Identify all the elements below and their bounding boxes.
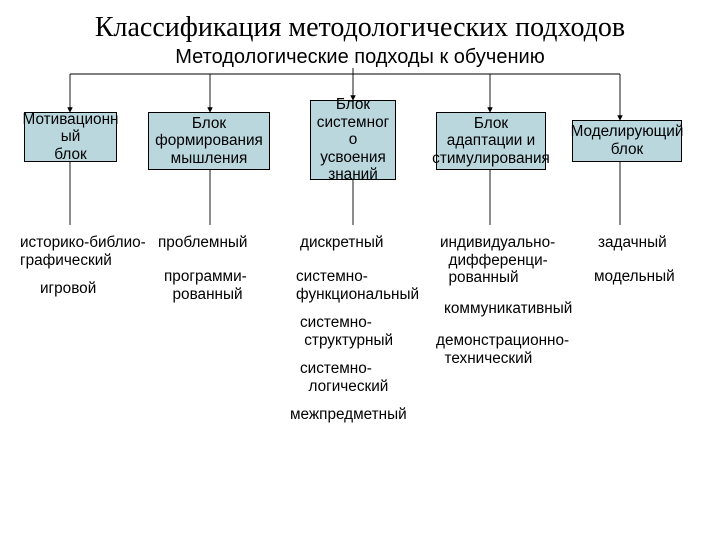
leaf-line: задачный xyxy=(598,234,667,252)
leaf-line: рованный xyxy=(164,286,247,304)
page-subtitle: Методологические подходы к обучению xyxy=(0,46,720,69)
leaf-line: логический xyxy=(300,378,388,396)
leaf-line: коммуникативный xyxy=(444,300,572,318)
block-label: Блок адаптации и стимулирования xyxy=(432,115,550,168)
block-adapt: Блок адаптации и стимулирования xyxy=(436,112,546,170)
block-label: Моделирующий блок xyxy=(571,123,684,158)
block-system: Блок системног о усвоения знаний xyxy=(310,100,396,180)
leaf-think-3: программи- рованный xyxy=(164,268,247,303)
block-motiv: Мотивационн ый блок xyxy=(24,112,117,162)
leaf-line: системно- xyxy=(300,314,393,332)
leaf-line: системно- xyxy=(300,360,388,378)
leaf-motiv-1: игровой xyxy=(40,280,96,298)
leaf-line: дифференци- xyxy=(440,252,555,270)
leaf-line: историко-библио- xyxy=(20,234,146,252)
block-model: Моделирующий блок xyxy=(572,120,682,162)
block-label: Блок формирования мышления xyxy=(155,115,263,168)
leaf-model-12: задачный xyxy=(598,234,667,252)
leaf-adapt-11: демонстрационно- технический xyxy=(436,332,569,367)
leaf-model-13: модельный xyxy=(594,268,675,286)
leaf-line: дискретный xyxy=(300,234,383,252)
leaf-think-2: проблемный xyxy=(158,234,248,252)
leaf-line: индивидуально- xyxy=(440,234,555,252)
leaf-adapt-9: индивидуально- дифференци- рованный xyxy=(440,234,555,287)
leaf-system-8: межпредметный xyxy=(290,406,407,424)
leaf-adapt-10: коммуникативный xyxy=(444,300,572,318)
leaf-system-5: системно-функциональный xyxy=(296,268,419,303)
page-title: Классификация методологических подходов xyxy=(0,12,720,44)
leaf-system-6: системно- структурный xyxy=(300,314,393,349)
leaf-line: рованный xyxy=(440,269,555,287)
leaf-line: структурный xyxy=(300,332,393,350)
leaf-line: демонстрационно- xyxy=(436,332,569,350)
block-label: Блок системног о усвоения знаний xyxy=(317,96,389,184)
leaf-line: модельный xyxy=(594,268,675,286)
leaf-line: технический xyxy=(436,350,569,368)
diagram-stage: Классификация методологических подходов … xyxy=(0,0,720,540)
leaf-line: функциональный xyxy=(296,286,419,304)
leaf-line: программи- xyxy=(164,268,247,286)
block-think: Блок формирования мышления xyxy=(148,112,270,170)
block-label: Мотивационн ый блок xyxy=(23,111,119,164)
leaf-system-7: системно- логический xyxy=(300,360,388,395)
leaf-motiv-0: историко-библио-графический xyxy=(20,234,146,269)
leaf-line: системно- xyxy=(296,268,419,286)
leaf-line: графический xyxy=(20,252,146,270)
leaf-system-4: дискретный xyxy=(300,234,383,252)
leaf-line: проблемный xyxy=(158,234,248,252)
leaf-line: межпредметный xyxy=(290,406,407,424)
leaf-line: игровой xyxy=(40,280,96,298)
